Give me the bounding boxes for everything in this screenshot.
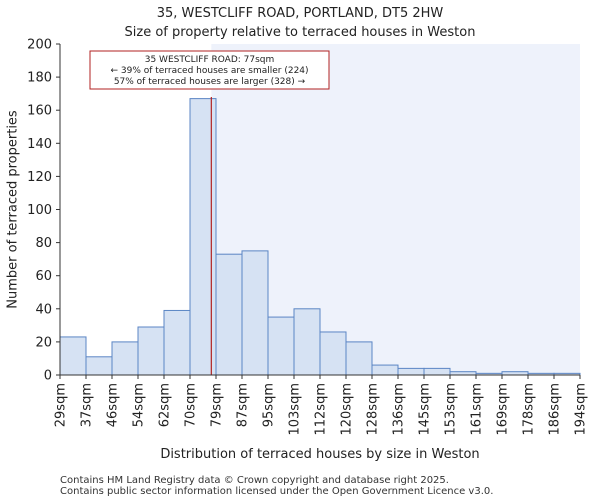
y-ticks-group: 0 20 40 60 80 100 120 140 160 180 200 [27, 38, 60, 384]
x-tick-label: 178sqm [522, 383, 537, 436]
bar-95sqm [267, 316, 295, 376]
x-tick-label: 128sqm [366, 383, 381, 436]
annotation-border [89, 50, 330, 90]
bar-54sqm [137, 326, 165, 376]
footer-line-2: Contains public sector information licen… [60, 486, 493, 497]
y-tick-label: 140 [27, 137, 52, 152]
y-tick-label: 20 [35, 335, 52, 350]
annotation-box: 35 WESTCLIFF ROAD: 77sqm ← 39% of terrac… [89, 50, 330, 90]
bar-145sqm [423, 367, 451, 376]
x-tick-label: 120sqm [340, 383, 355, 436]
y-tick-label: 200 [27, 38, 52, 53]
x-tick-label: 37sqm [80, 383, 95, 427]
x-tick-label: 153sqm [444, 383, 459, 436]
x-tick-label: 54sqm [132, 383, 147, 427]
bar-120sqm [345, 341, 373, 376]
x-tick-label: 29sqm [54, 383, 69, 427]
y-tick-label: 80 [35, 236, 52, 251]
x-tick-label: 145sqm [418, 383, 433, 436]
y-tick-label: 160 [27, 104, 52, 119]
bar-46sqm [111, 341, 139, 376]
bar-79sqm [215, 253, 243, 376]
annotation-line-2: ← 39% of terraced houses are smaller (22… [110, 66, 308, 76]
x-tick-label: 46sqm [106, 383, 121, 427]
bar-136sqm [397, 367, 425, 376]
bar-62sqm [163, 309, 191, 376]
x-tick-label: 186sqm [548, 383, 563, 436]
x-tick-label: 70sqm [184, 383, 199, 427]
x-tick-label: 103sqm [288, 383, 303, 436]
x-axis-label: Distribution of terraced houses by size … [160, 447, 479, 462]
x-tick-label: 112sqm [314, 383, 329, 436]
y-tick-label: 100 [27, 203, 52, 218]
x-tick-label: 136sqm [392, 383, 407, 436]
x-ticks-group: 29sqm 37sqm 46sqm 54sqm 62sqm 70sqm 79sqm 87sqm… [54, 375, 589, 436]
bar-70sqm [189, 98, 217, 376]
bar-103sqm [293, 308, 321, 376]
chart-subtitle: Size of property relative to terraced ho… [125, 25, 476, 40]
bar-112sqm [319, 331, 347, 376]
x-tick-label: 161sqm [470, 383, 485, 436]
x-tick-label: 169sqm [496, 383, 511, 436]
x-tick-label: 79sqm [210, 383, 225, 427]
annotation-line-3: 57% of terraced houses are larger (328) … [114, 77, 306, 87]
x-tick-label: 95sqm [262, 383, 277, 427]
footer-line-1: Contains HM Land Registry data © Crown c… [60, 475, 449, 486]
y-tick-label: 60 [35, 269, 52, 284]
bar-87sqm [241, 250, 269, 376]
bar-29sqm [59, 336, 87, 376]
bar-128sqm [371, 364, 399, 376]
x-tick-label: 194sqm [574, 383, 589, 436]
y-tick-label: 180 [27, 71, 52, 86]
chart-title: 35, WESTCLIFF ROAD, PORTLAND, DT5 2HW [157, 6, 444, 21]
bar-37sqm [85, 356, 113, 376]
y-tick-label: 40 [35, 302, 52, 317]
x-tick-label: 87sqm [236, 383, 251, 427]
x-tick-label: 62sqm [158, 383, 173, 427]
y-axis-label: Number of terraced properties [6, 110, 21, 309]
annotation-line-1: 35 WESTCLIFF ROAD: 77sqm [145, 55, 275, 65]
y-tick-label: 120 [27, 170, 52, 185]
y-tick-label: 0 [44, 369, 52, 384]
